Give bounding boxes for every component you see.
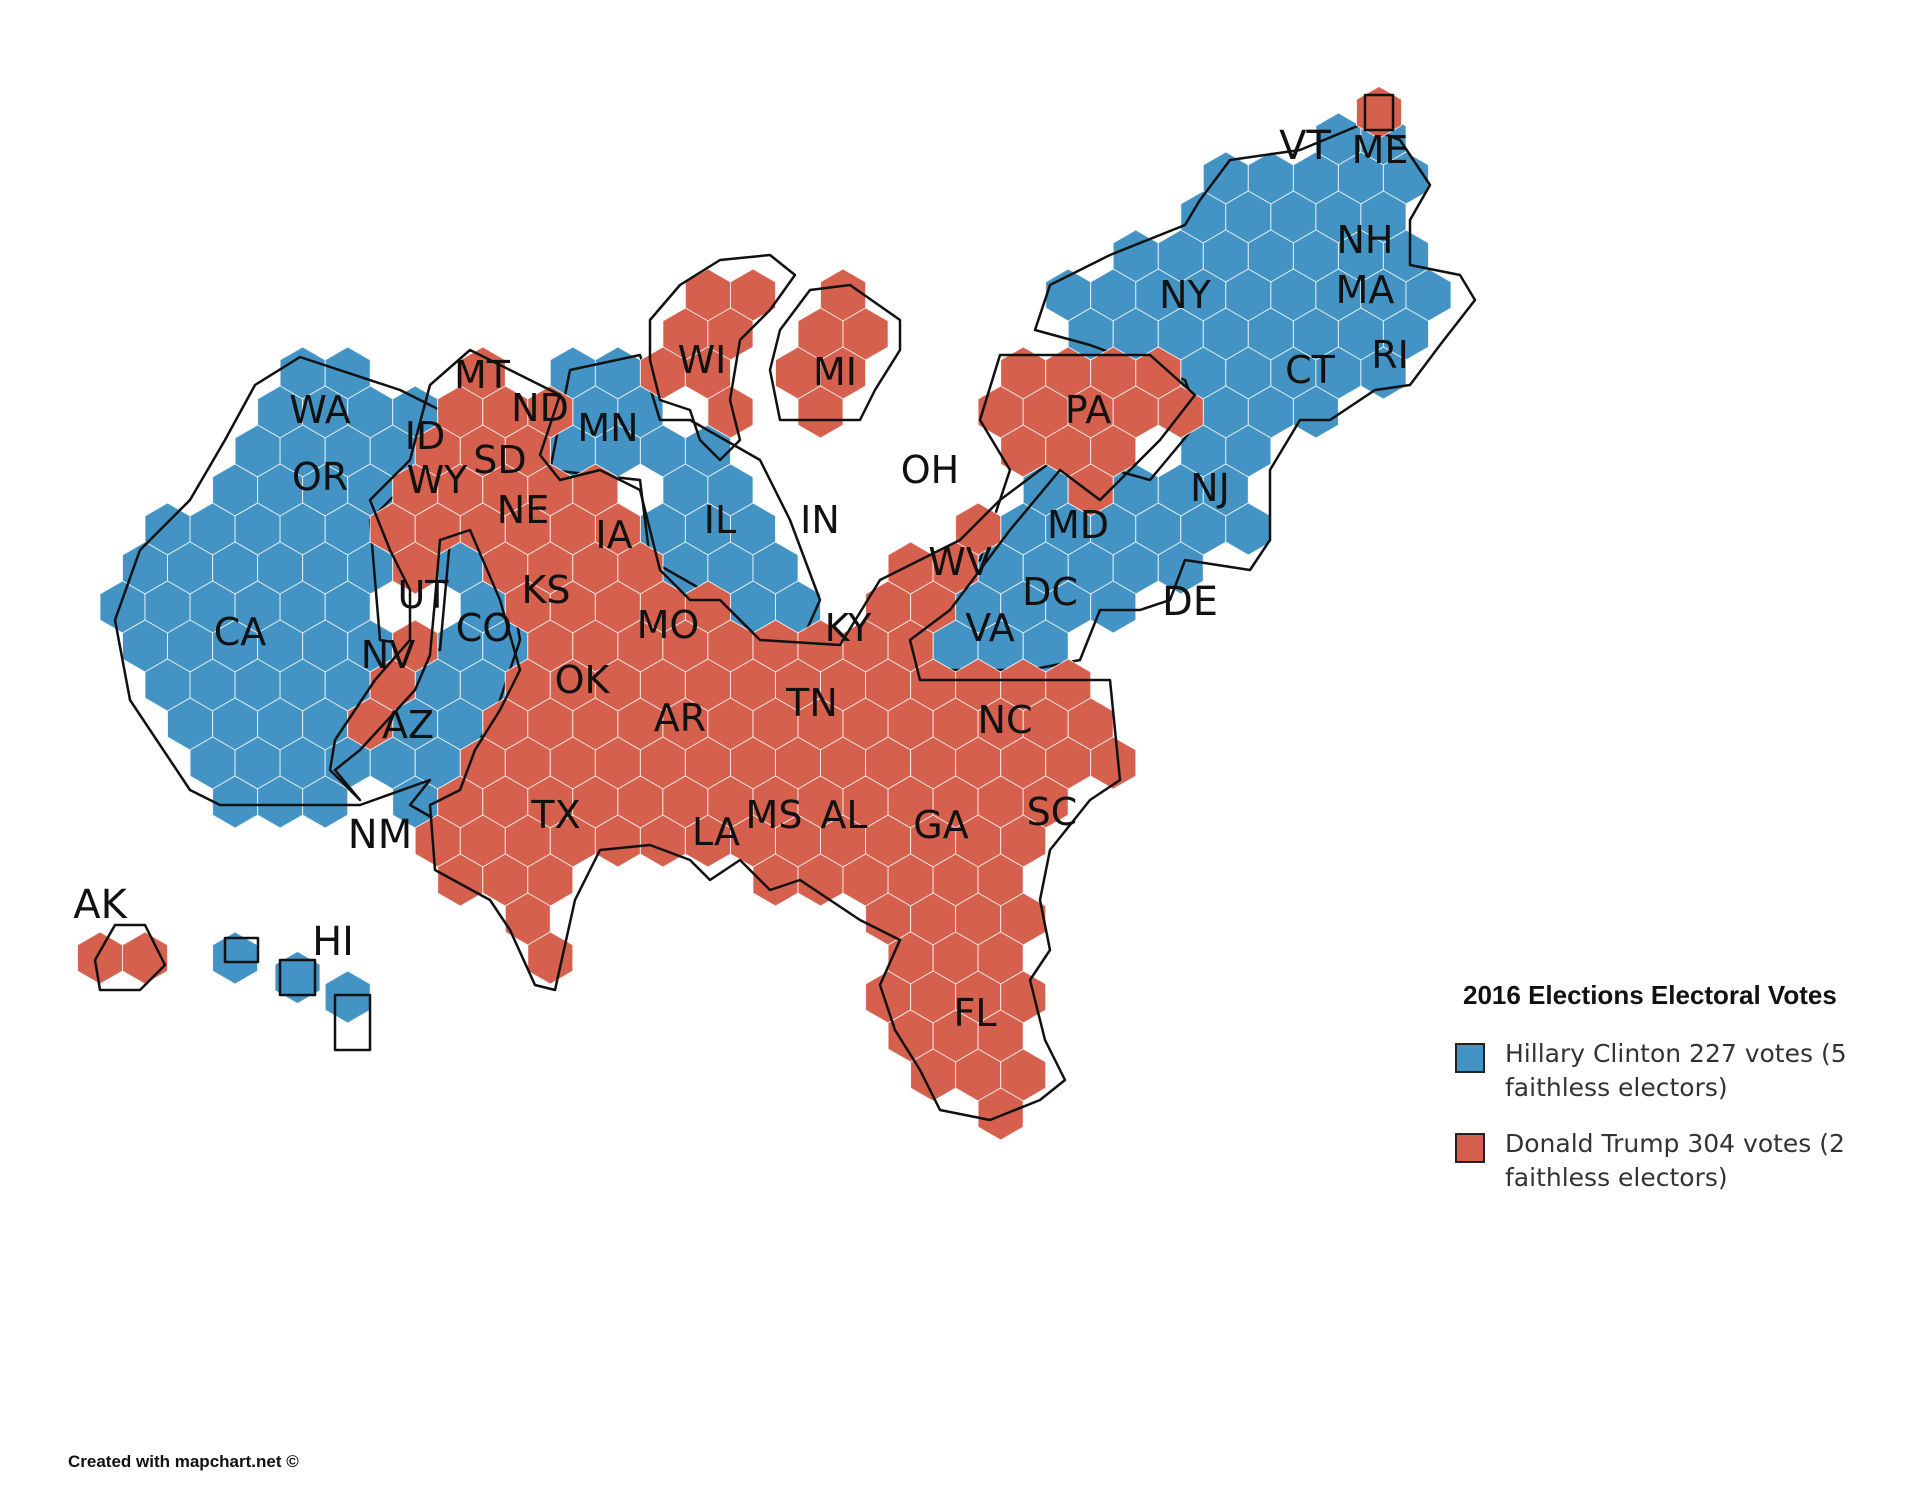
state-label-ct: CT bbox=[1285, 348, 1336, 392]
region-outline bbox=[768, 283, 902, 422]
hex-cell bbox=[212, 931, 259, 985]
state-label-pa: PA bbox=[1065, 388, 1111, 432]
state-labels: WA OR CA NV CO NM MN IL VA MD DC DE NJ NY CT RI MA NH VT ME… bbox=[73, 123, 1409, 1035]
state-label-ga: GA bbox=[913, 803, 968, 847]
hex-cell bbox=[977, 1087, 1024, 1141]
region-outline bbox=[333, 993, 372, 1052]
hex-cell bbox=[1292, 385, 1339, 439]
state-label-wy: WY bbox=[407, 458, 469, 502]
state-label-wa: WA bbox=[289, 388, 351, 432]
hex-cell bbox=[1356, 85, 1402, 140]
hex-cell bbox=[527, 931, 574, 985]
state-label-nd: ND bbox=[511, 386, 569, 430]
state-label-az: AZ bbox=[382, 703, 434, 747]
state-label-oh: OH bbox=[901, 448, 959, 492]
hex-cell bbox=[797, 385, 844, 439]
legend-item-clinton: Hillary Clinton 227 votes (5 faithless e… bbox=[1455, 1037, 1915, 1105]
state-label-fl: FL bbox=[953, 991, 996, 1035]
state-label-ca: CA bbox=[214, 610, 267, 654]
state-label-in: IN bbox=[800, 498, 840, 542]
state-label-mt: MT bbox=[454, 353, 511, 397]
state-label-nm: NM bbox=[348, 812, 412, 858]
region-outline bbox=[93, 923, 167, 992]
state-label-vt: VT bbox=[1279, 123, 1331, 169]
trump-swatch bbox=[1455, 1133, 1485, 1163]
state-label-sc: SC bbox=[1027, 790, 1078, 834]
state-label-nc: NC bbox=[978, 698, 1033, 742]
legend-label-trump: Donald Trump 304 votes (2 faithless elec… bbox=[1505, 1129, 1845, 1192]
trump-region bbox=[77, 85, 1402, 1141]
legend-label-clinton: Hillary Clinton 227 votes (5 faithless e… bbox=[1505, 1039, 1847, 1102]
state-label-nj: NJ bbox=[1190, 466, 1230, 510]
state-label-ia: IA bbox=[595, 513, 632, 557]
hex-cell bbox=[1090, 580, 1137, 634]
state-label-la: LA bbox=[692, 810, 740, 854]
state-label-ar: AR bbox=[654, 696, 706, 740]
clinton-region bbox=[99, 112, 1477, 1052]
legend-item-trump: Donald Trump 304 votes (2 faithless elec… bbox=[1455, 1127, 1915, 1195]
state-label-va: VA bbox=[965, 606, 1015, 650]
state-label-wi: WI bbox=[678, 338, 727, 382]
clinton-swatch bbox=[1455, 1043, 1485, 1073]
state-label-id: ID bbox=[405, 414, 445, 458]
state-label-ks: KS bbox=[521, 568, 570, 612]
region-outline bbox=[278, 958, 317, 997]
region-outline bbox=[223, 936, 260, 964]
state-label-md: MD bbox=[1047, 503, 1109, 547]
state-label-ky: KY bbox=[825, 606, 873, 650]
state-label-il: IL bbox=[704, 498, 736, 542]
region-outline bbox=[648, 253, 797, 462]
state-label-mo: MO bbox=[637, 603, 700, 647]
hex-cell bbox=[347, 697, 394, 751]
state-label-ri: RI bbox=[1371, 333, 1409, 377]
state-label-me: ME bbox=[1352, 128, 1409, 172]
state-label-ne: NE bbox=[497, 488, 549, 532]
state-label-de: DE bbox=[1162, 579, 1218, 625]
state-label-ak: AK bbox=[73, 882, 128, 928]
state-label-sd: SD bbox=[473, 438, 526, 482]
state-label-hi: HI bbox=[312, 919, 354, 965]
state-label-ny: NY bbox=[1159, 273, 1211, 317]
state-label-al: AL bbox=[820, 793, 867, 837]
mapchart-credit: Created with mapchart.net © bbox=[68, 1452, 299, 1471]
state-label-ok: OK bbox=[555, 658, 611, 702]
state-label-co: CO bbox=[456, 606, 512, 650]
state-label-ms: MS bbox=[746, 793, 803, 837]
legend: 2016 Elections Electoral Votes Hillary C… bbox=[1455, 980, 1915, 1217]
state-label-ut: UT bbox=[397, 573, 449, 617]
state-label-dc: DC bbox=[1022, 570, 1078, 614]
state-label-tn: TN bbox=[785, 681, 838, 725]
state-label-wv: WV bbox=[928, 540, 992, 584]
state-label-or: OR bbox=[292, 455, 348, 499]
hex-cell bbox=[1090, 736, 1137, 790]
hex-cell bbox=[324, 970, 371, 1024]
region-outline bbox=[1363, 93, 1395, 132]
state-label-tx: TX bbox=[530, 793, 580, 837]
state-label-mn: MN bbox=[577, 406, 638, 450]
state-label-mi: MI bbox=[813, 350, 857, 394]
state-label-nv: NV bbox=[361, 633, 415, 677]
legend-title: 2016 Elections Electoral Votes bbox=[1463, 980, 1837, 1010]
state-label-nh: NH bbox=[1337, 218, 1394, 262]
region-outline bbox=[328, 348, 1197, 1122]
hex-cell bbox=[274, 950, 321, 1005]
hex-cell bbox=[77, 931, 123, 985]
hex-cell bbox=[707, 385, 754, 439]
state-label-ma: MA bbox=[1336, 268, 1395, 312]
